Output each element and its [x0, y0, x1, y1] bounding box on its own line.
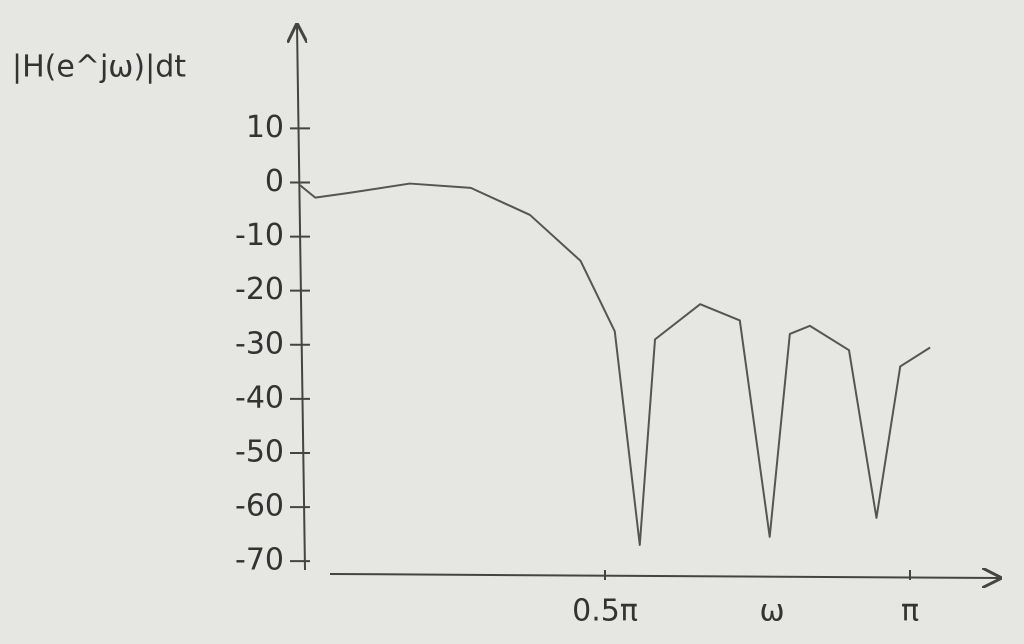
- y-axis: [297, 25, 305, 571]
- y-tick-label: 10: [246, 110, 284, 145]
- line: [299, 182, 931, 546]
- y-tick-label: -60: [235, 489, 284, 524]
- y-tick-label: -50: [235, 434, 284, 469]
- y-tick-label: -40: [235, 380, 284, 415]
- y-tick-label: -30: [235, 326, 284, 361]
- y-axis-label: |H(e^jω)|dt: [12, 50, 186, 85]
- y-tick-label: -70: [235, 543, 284, 578]
- y-tick-label: -20: [235, 272, 284, 307]
- x-axis-label: ω: [759, 594, 784, 629]
- x-tick-label: π: [901, 594, 919, 629]
- x-axis: [329, 574, 1000, 578]
- y-tick-label: -10: [235, 218, 284, 253]
- y-tick-label: 0: [265, 164, 284, 199]
- x-tick-label: 0.5π: [572, 594, 638, 629]
